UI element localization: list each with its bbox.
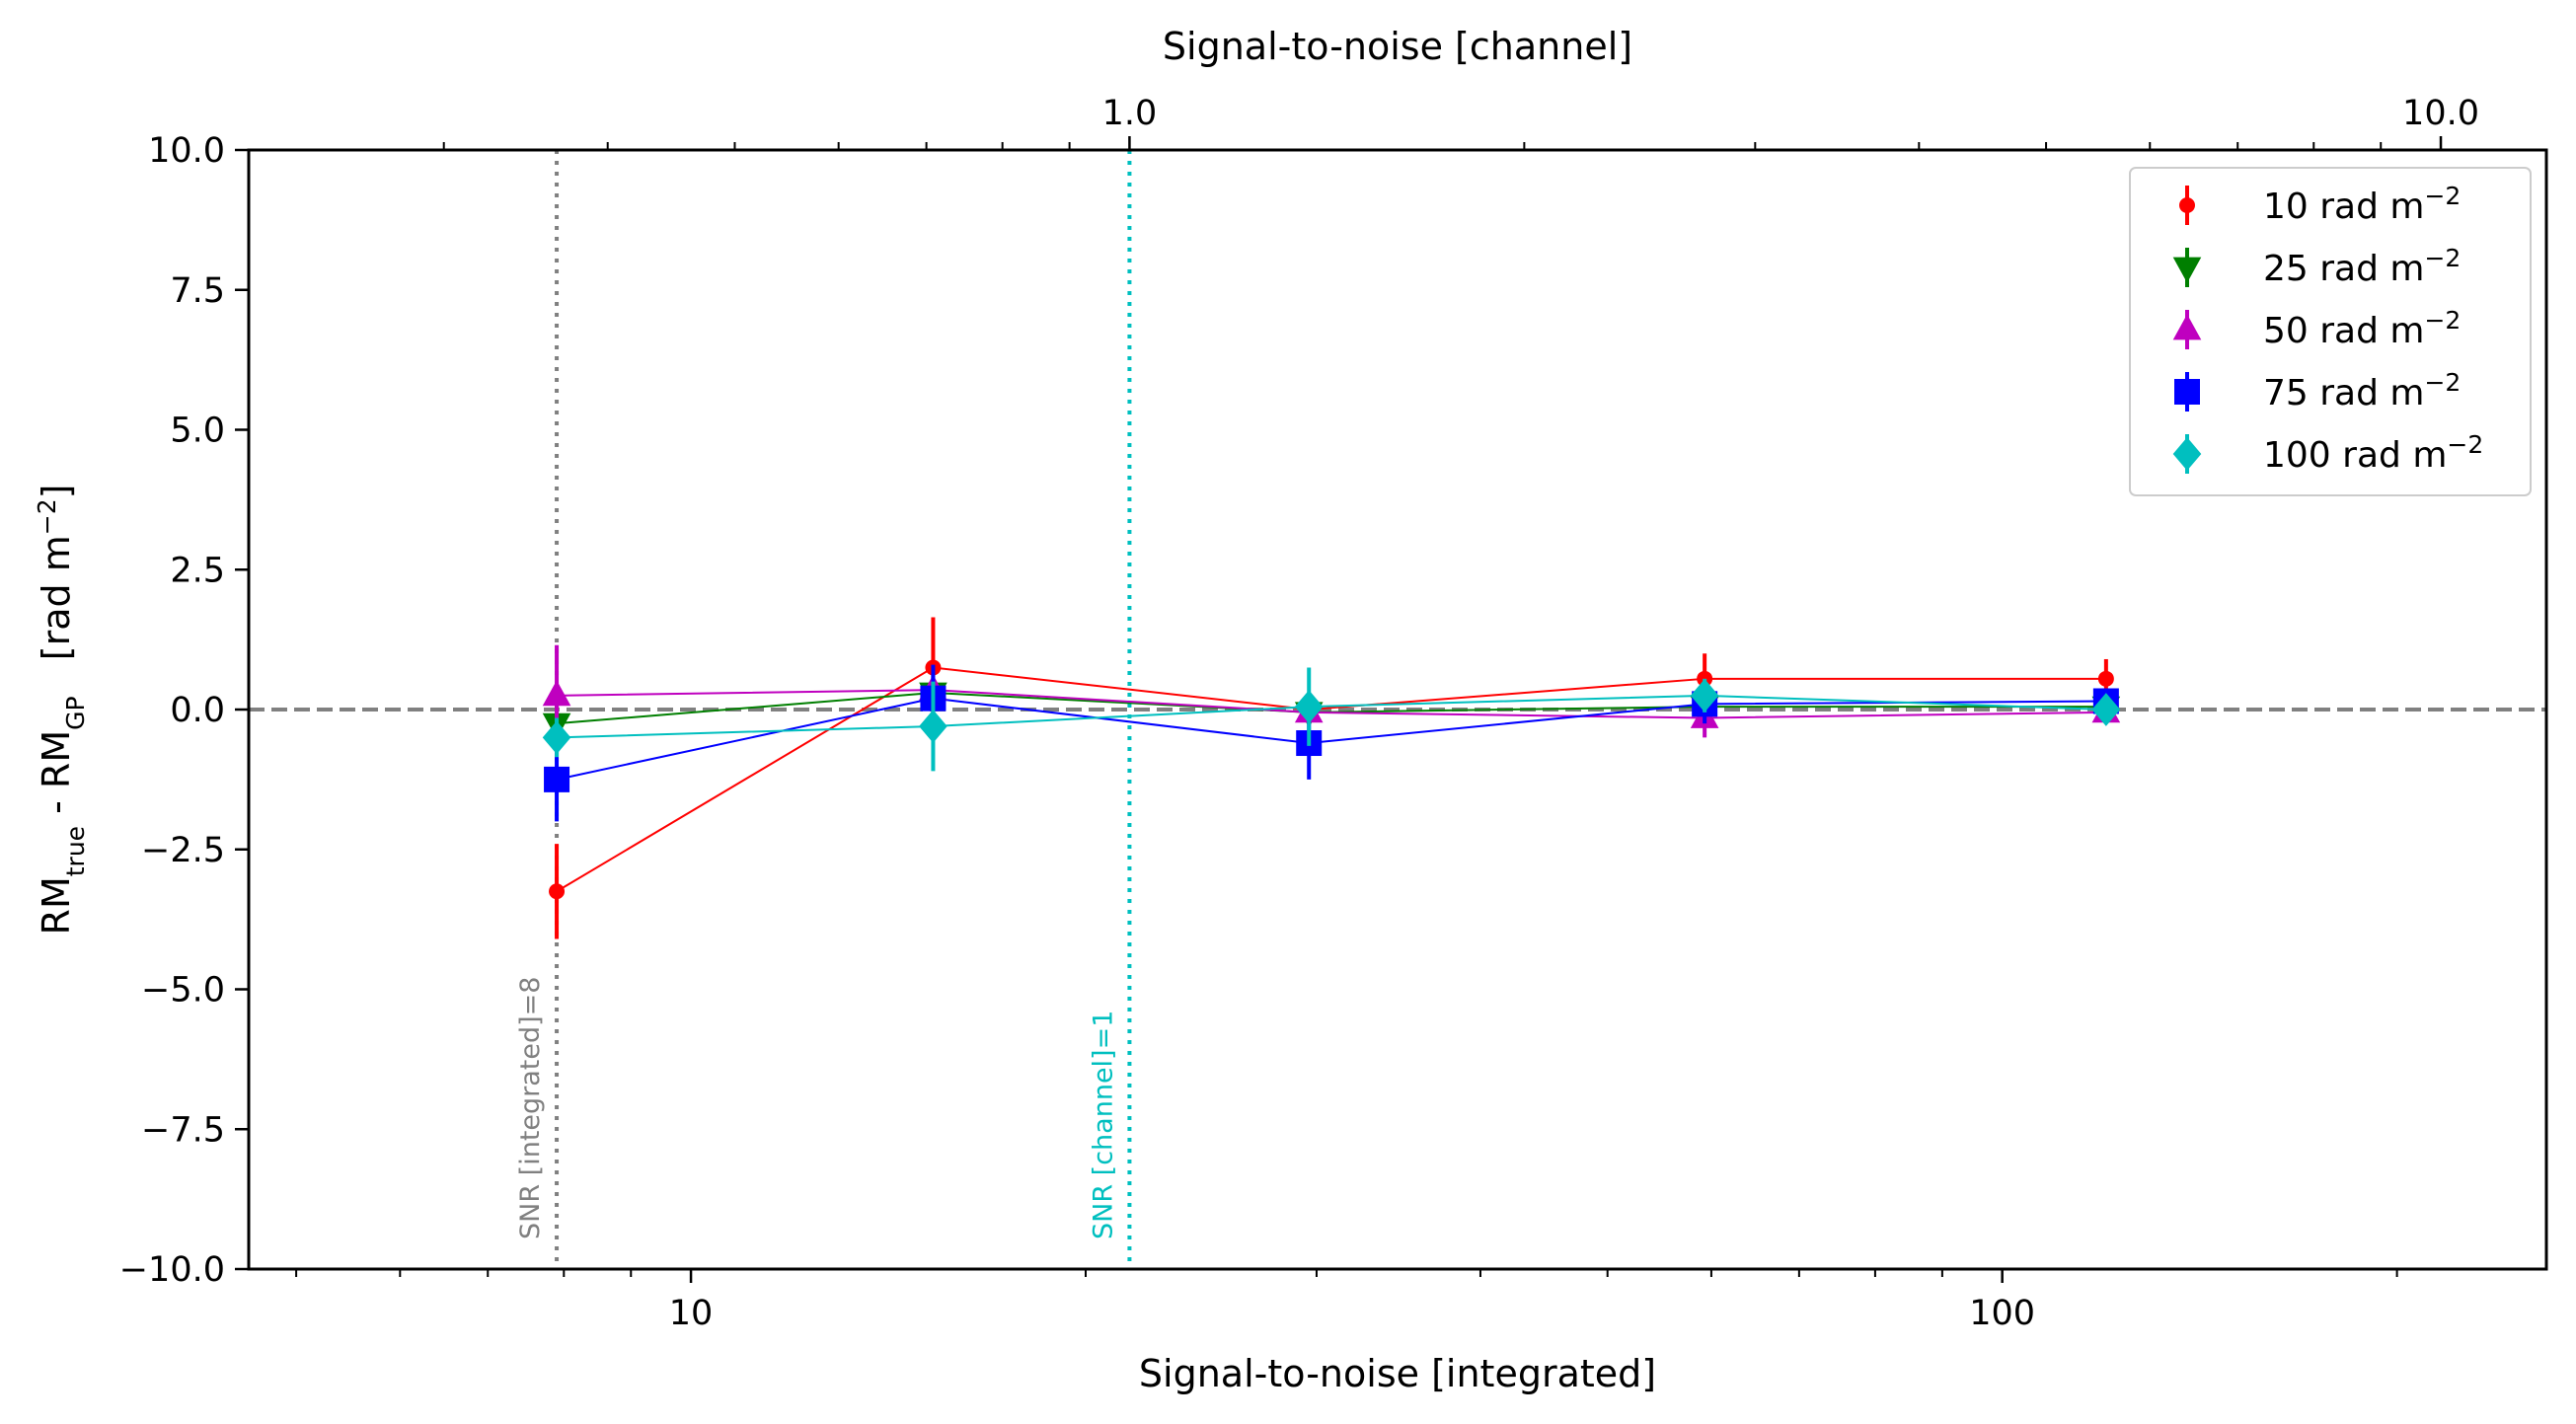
top-x-axis-label: Signal-to-noise [channel] (1163, 25, 1632, 68)
legend: 10 rad m−225 rad m−250 rad m−275 rad m−2… (2129, 167, 2532, 496)
y-axis-label-mid: - RM (35, 730, 78, 826)
legend-label-sup: −2 (2424, 182, 2461, 210)
y-tick-label: 2.5 (170, 551, 225, 590)
y-tick-label: −2.5 (141, 831, 225, 870)
axes: 10.0 7.5 5.0 2.5 0.0 −2.5 −5.0 −7.5 −10.0 10 100 1.… (119, 94, 2479, 1333)
data-point (2091, 693, 2121, 726)
legend-label-text: 100 rad m (2263, 435, 2447, 476)
legend-marker (2172, 257, 2202, 283)
y-tick-label: −10.0 (119, 1250, 225, 1290)
data-point (549, 883, 566, 900)
data-point (542, 720, 571, 755)
y-axis-label-unit-sup: −2 (33, 498, 61, 535)
top-x-tick-label: 1.0 (1102, 94, 1158, 133)
legend-marker (2172, 314, 2202, 340)
data-point (1294, 690, 1324, 724)
y-axis-label-gap (35, 660, 78, 696)
legend-marker (2172, 437, 2202, 471)
y-tick-label: −5.0 (141, 971, 225, 1011)
data-point (2097, 670, 2114, 687)
legend-marker (2174, 379, 2200, 405)
legend-label: 100 rad m−2 (2263, 430, 2483, 477)
x-axis-label: Signal-to-noise [integrated] (1139, 1352, 1656, 1395)
snr-channel-label: SNR [channel]=1 (1088, 1011, 1118, 1239)
reference-lines (249, 150, 2546, 1269)
y-axis-label-sub1: true (61, 826, 90, 876)
legend-label-text: 25 rad m (2263, 249, 2424, 289)
data-point (544, 766, 570, 792)
y-axis-label: RMtrue - RMGP [rad m−2] (33, 485, 90, 936)
legend-label-text: 50 rad m (2263, 311, 2424, 351)
legend-label-text: 75 rad m (2263, 373, 2424, 413)
data-series (542, 617, 2121, 939)
x-tick-label: 100 (1969, 1294, 2035, 1333)
top-x-tick-label: 10.0 (2402, 94, 2479, 133)
y-tick-label: 10.0 (148, 131, 225, 171)
legend-label: 25 rad m−2 (2263, 244, 2461, 290)
snr-integrated-label: SNR [integrated]=8 (515, 977, 546, 1239)
data-point (1690, 678, 1719, 712)
y-tick-label: 5.0 (170, 412, 225, 451)
legend-label: 75 rad m−2 (2263, 368, 2461, 414)
legend-label-sup: −2 (2447, 430, 2483, 459)
legend-label-sup: −2 (2424, 244, 2461, 272)
legend-label: 10 rad m−2 (2263, 182, 2461, 228)
reference-line-labels: SNR [integrated]=8 SNR [channel]=1 (515, 977, 1118, 1239)
y-axis-label-unit: [rad m (35, 535, 78, 660)
y-axis-label-rm: RM (35, 876, 78, 935)
legend-marker (2179, 197, 2195, 213)
legend-label-sup: −2 (2424, 306, 2461, 335)
legend-label-text: 10 rad m (2263, 187, 2424, 227)
y-axis-label-unit-end: ] (35, 485, 78, 499)
data-point (919, 710, 947, 743)
y-tick-label: 0.0 (170, 691, 225, 730)
legend-label: 50 rad m−2 (2263, 306, 2461, 352)
y-tick-label: 7.5 (170, 271, 225, 311)
y-tick-label: −7.5 (141, 1110, 225, 1150)
data-point (542, 680, 571, 707)
y-axis-label-sub2: GP (61, 696, 90, 729)
x-tick-label: 10 (669, 1294, 714, 1333)
legend-box (2129, 167, 2532, 496)
legend-label-sup: −2 (2424, 368, 2461, 397)
